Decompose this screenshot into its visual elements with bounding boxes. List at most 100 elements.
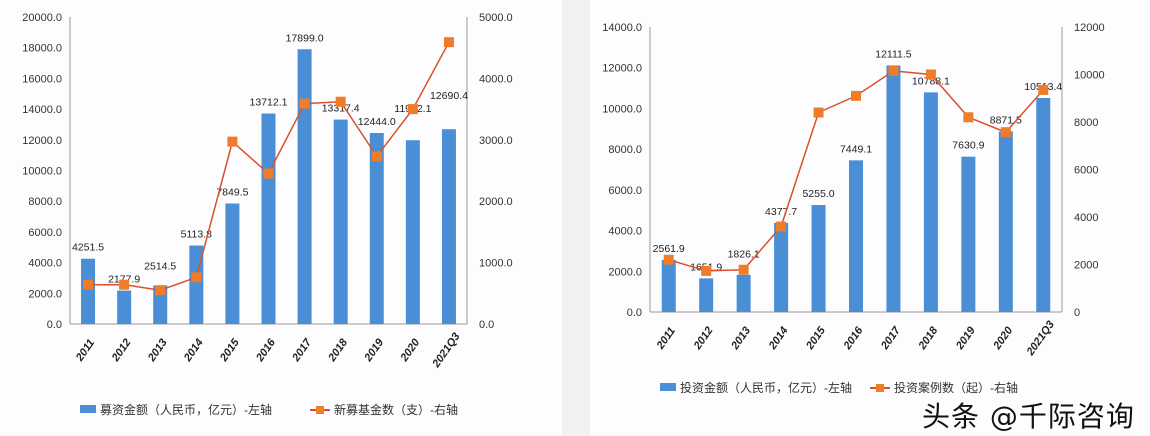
x-tick-label: 2013 [729,325,753,353]
left-tick-label: 2000.0 [28,288,62,300]
right-tick-label: 10000 [1074,70,1105,82]
left-tick-label: 0.0 [627,307,642,319]
legend-bar-swatch [80,405,96,413]
bar-value-label: 13712.1 [250,97,288,109]
line-marker [663,254,674,265]
legend-bar-swatch [660,383,676,391]
x-tick-label: 2018 [916,324,941,352]
line-marker [738,264,749,275]
x-tick-label: 2011 [654,325,678,352]
right-tick-label: 6000 [1074,165,1098,177]
bar-value-label: 7630.9 [952,140,984,152]
line-marker [155,285,166,296]
line-marker [407,104,418,115]
bar [225,203,240,324]
left-tick-label: 6000.0 [608,185,642,197]
bar [811,205,826,312]
x-tick-label: 2015 [804,324,829,352]
bar [961,156,976,312]
x-tick-label: 2019 [953,324,978,352]
bar-value-label: 7849.5 [216,187,248,199]
left-tick-label: 20000.0 [22,12,62,24]
bar [923,92,938,313]
bar [1036,97,1051,313]
bar-value-label: 5113.8 [181,229,212,241]
x-tick-label: 2019 [362,336,387,364]
bar [774,222,789,312]
left-tick-label: 10000.0 [22,166,62,178]
legend-line-marker [316,406,324,414]
watermark: 头条 @千际咨询 [922,400,1135,433]
x-tick-label: 2014 [181,337,205,365]
legend-bar-label: 投资金额（人民币，亿元）-左轴 [680,380,852,395]
line-marker [299,98,310,109]
left-tick-label: 2000.0 [608,266,642,278]
legend-bar-label: 募资金额（人民币，亿元）-左轴 [100,402,272,417]
bar [661,259,676,312]
line-marker [963,112,974,123]
right-tick-label: 5000.0 [479,12,513,24]
line-marker [1000,127,1011,138]
left-tick-label: 8000.0 [28,196,62,208]
line-marker [191,272,202,283]
bar [886,65,901,313]
x-tick-label: 2013 [145,337,169,365]
bar-value-label: 13317.4 [322,103,360,115]
line-marker [851,90,861,101]
line-marker [776,221,787,232]
bar-value-label: 12111.5 [875,48,912,60]
left-tick-label: 8000.0 [608,144,642,156]
line-marker [83,279,94,290]
left-tick-label: 16000.0 [22,73,62,85]
bar [261,113,276,325]
line-marker [263,168,274,179]
line-marker [1038,84,1049,95]
bar [333,119,348,324]
x-tick-label: 2021Q3 [430,331,463,371]
bar [369,132,384,324]
x-tick-label: 2016 [254,336,279,364]
bar [117,290,132,324]
legend-line-marker [876,384,884,392]
bar-value-label: 2561.9 [653,243,685,255]
x-tick-label: 2011 [73,337,97,364]
x-tick-label: 2017 [290,336,315,364]
right-tick-label: 12000 [1074,22,1105,34]
line-marker [813,107,824,118]
x-tick-label: 2018 [326,336,351,364]
x-tick-label: 2020 [398,336,423,364]
bar-value-label: 2514.5 [144,261,176,273]
bar-value-label: 12690.4 [430,90,468,102]
bar [849,160,863,312]
bar-value-label: 4377.7 [765,206,797,218]
left-tick-label: 18000.0 [22,43,62,55]
bar-value-label: 1826.1 [728,248,760,260]
bar [736,274,751,312]
right-tick-label: 2000 [1074,260,1098,272]
right-tick-label: 3000.0 [479,135,513,147]
left-tick-label: 12000.0 [22,135,62,147]
left-tick-label: 4000.0 [28,258,62,270]
left-tick-label: 10000.0 [602,103,642,115]
bar-value-label: 12444.0 [358,116,396,128]
bar [699,278,714,312]
bar [405,140,420,324]
line-marker [335,96,346,107]
legend-line-label: 新募基金数（支）-右轴 [334,402,458,417]
line-marker [371,151,382,162]
left-tick-label: 4000.0 [608,226,642,238]
bar [81,258,96,324]
legend-line-label: 投资案例数（起）-右轴 [894,380,1018,395]
right-tick-label: 1000.0 [479,258,513,270]
left-chart-panel [0,0,562,436]
line-marker [443,37,454,48]
left-tick-label: 0.0 [47,319,62,331]
x-tick-label: 2014 [766,325,790,353]
line-marker [227,136,238,147]
right-tick-label: 8000 [1074,117,1098,129]
bar [297,49,312,324]
bar-value-label: 7449.1 [840,143,872,155]
bar-value-label: 2177.9 [108,274,140,286]
x-tick-label: 2015 [217,336,242,364]
